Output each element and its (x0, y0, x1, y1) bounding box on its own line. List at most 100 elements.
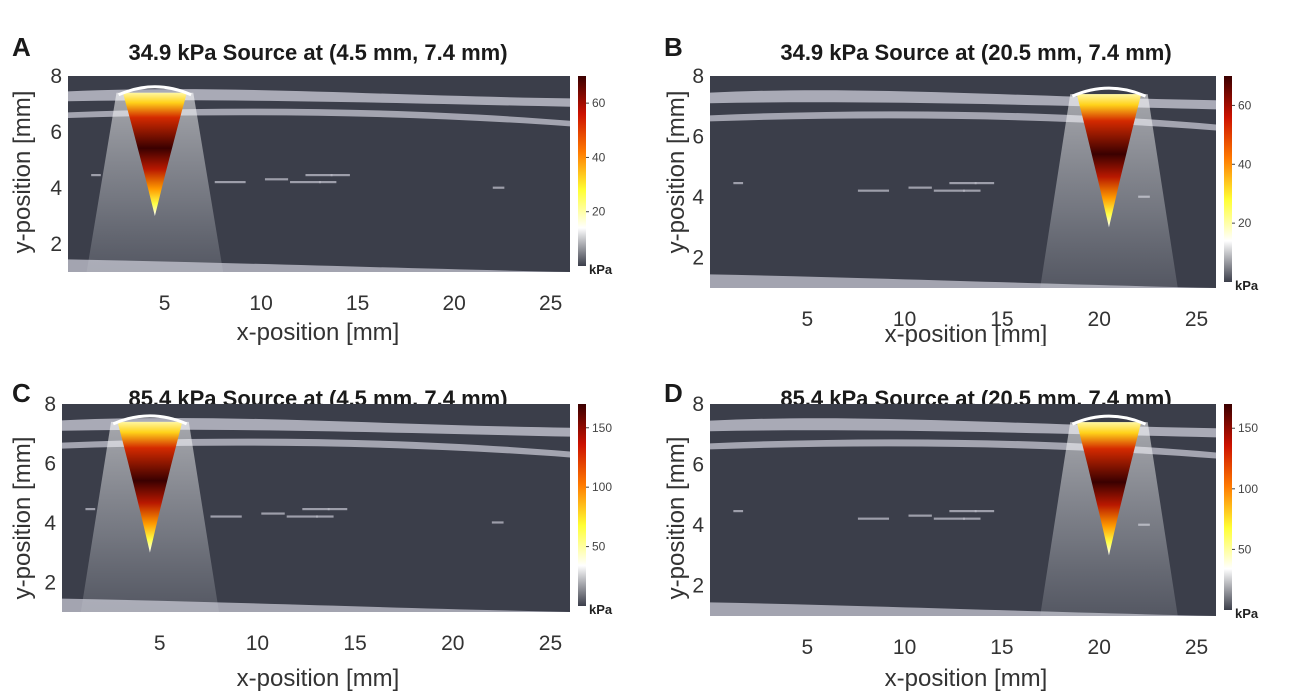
x-tick-label: 15 (990, 308, 1013, 331)
x-tick-label: 15 (990, 636, 1013, 659)
x-tick-label: 20 (1088, 308, 1111, 331)
x-tick-label: 5 (159, 292, 171, 315)
panel-d-ylabel: y-position [mm] (663, 437, 690, 600)
tissue-speckle (261, 512, 285, 515)
panel-d-xlabel: x-position [mm] (885, 665, 1048, 692)
y-tick-label: 2 (692, 247, 704, 270)
tissue-speckle (305, 174, 333, 177)
y-tick-label: 6 (50, 121, 62, 144)
panel-c-xlabel: x-position [mm] (237, 665, 400, 692)
x-tick-label: 25 (539, 632, 562, 655)
pressure-beam-core (1076, 94, 1142, 228)
panel-a-plot: 5 10 15 20 25 2 4 6 8 60 40 20 kPa (50, 65, 613, 315)
colorbar-unit: kPa (1235, 606, 1259, 621)
tissue-layer-lower (710, 602, 1216, 616)
pressure-beam-core (117, 421, 183, 553)
x-tick-label: 5 (801, 636, 813, 659)
panel-b-svg: B 34.9 kPa Source at (20.5 mm, 7.4 mm) 5… (663, 32, 1259, 346)
tissue-speckle (733, 510, 744, 513)
x-tick-label: 5 (154, 632, 166, 655)
tissue-speckle (492, 186, 505, 189)
y-tick-label: 4 (50, 177, 62, 200)
tissue-speckle (286, 515, 318, 518)
tissue-speckle (963, 517, 981, 520)
colorbar-tick-label: 20 (1238, 216, 1252, 230)
tissue-speckle (319, 181, 337, 184)
x-tick-label: 25 (1185, 308, 1208, 331)
y-tick-label: 6 (692, 126, 704, 149)
colorbar-tick-label: 40 (592, 150, 606, 164)
x-tick-label: 10 (893, 636, 916, 659)
tissue-speckle (264, 178, 289, 181)
x-tick-label: 10 (246, 632, 269, 655)
tissue-speckle (974, 510, 995, 513)
pressure-beam-core (122, 92, 187, 216)
panel-a-title: 34.9 kPa Source at (4.5 mm, 7.4 mm) (128, 40, 507, 65)
colorbar-unit: kPa (589, 602, 613, 617)
tissue-speckle (949, 510, 977, 513)
colorbar-tick-label: 20 (592, 205, 606, 219)
transducer-source-arc (112, 414, 188, 426)
y-tick-label: 2 (692, 575, 704, 598)
panel-b: B 34.9 kPa Source at (20.5 mm, 7.4 mm) 5… (646, 0, 1292, 346)
x-tick-label: 25 (539, 292, 562, 315)
tissue-speckle (91, 174, 101, 177)
x-tick-label: 5 (801, 308, 813, 331)
tissue-speckle (491, 521, 504, 524)
panel-a: A 34.9 kPa Source at (4.5 mm, 7.4 mm) 5 1… (0, 0, 646, 346)
transducer-source-arc (1071, 86, 1147, 98)
tissue-speckle (290, 181, 321, 184)
tissue-speckle (857, 517, 890, 520)
x-tick-label: 15 (346, 292, 369, 315)
colorbar-tick-label: 150 (1238, 421, 1258, 435)
colorbar-tick-label: 60 (1238, 98, 1252, 112)
tissue-speckle (302, 508, 330, 511)
panel-d-svg: D 85.4 kPa Source at (20.5 mm, 7.4 mm) 5… (663, 378, 1259, 692)
panel-c-ylabel: y-position [mm] (9, 437, 36, 600)
tissue-speckle (933, 517, 965, 520)
panel-d-label: D (664, 378, 683, 408)
panel-b-title: 34.9 kPa Source at (20.5 mm, 7.4 mm) (780, 40, 1171, 65)
tissue-speckle (214, 181, 246, 184)
panel-a-ylabel: y-position [mm] (9, 91, 36, 254)
tissue-layer-upper (62, 417, 570, 437)
panel-c-plot: 5 10 15 20 25 2 4 6 8 150 100 50 kPa (44, 393, 613, 655)
tissue-speckle (963, 189, 981, 192)
tissue-speckle (949, 182, 977, 185)
panel-d: D 85.4 kPa Source at (20.5 mm, 7.4 mm) 5… (646, 346, 1292, 692)
tissue-speckle (933, 189, 965, 192)
colorbar-tick-label: 50 (1238, 542, 1252, 556)
panel-b-ylabel: y-position [mm] (663, 91, 690, 254)
panel-b-xlabel: x-position [mm] (885, 321, 1048, 346)
y-tick-label: 4 (692, 186, 704, 209)
y-tick-label: 8 (50, 65, 62, 88)
y-tick-label: 8 (692, 65, 704, 88)
colorbar-tick-label: 60 (592, 96, 606, 110)
panel-d-plot: 5 10 15 20 25 2 4 6 8 150 100 50 kPa (692, 393, 1259, 659)
y-tick-label: 6 (44, 452, 56, 475)
colorbar (1224, 76, 1232, 282)
x-tick-label: 20 (1088, 636, 1111, 659)
colorbar-unit: kPa (1235, 278, 1259, 293)
colorbar (1224, 404, 1232, 610)
tissue-speckle (908, 186, 932, 189)
x-tick-label: 20 (442, 292, 465, 315)
panel-a-svg: A 34.9 kPa Source at (4.5 mm, 7.4 mm) 5 1… (9, 32, 613, 346)
y-tick-label: 2 (44, 571, 56, 594)
panel-b-label: B (664, 32, 683, 62)
y-tick-label: 6 (692, 454, 704, 477)
y-tick-label: 4 (44, 512, 56, 535)
tissue-speckle (974, 182, 995, 185)
y-tick-label: 2 (50, 233, 62, 256)
tissue-speckle (857, 189, 890, 192)
x-tick-label: 10 (249, 292, 272, 315)
colorbar-tick-label: 100 (1238, 482, 1258, 496)
y-tick-label: 4 (692, 514, 704, 537)
colorbar-tick-label: 50 (592, 540, 606, 554)
panel-c-label: C (12, 378, 31, 408)
tissue-speckle (733, 182, 744, 185)
transducer-source-arc (1071, 414, 1147, 426)
tissue-speckle (210, 515, 242, 518)
